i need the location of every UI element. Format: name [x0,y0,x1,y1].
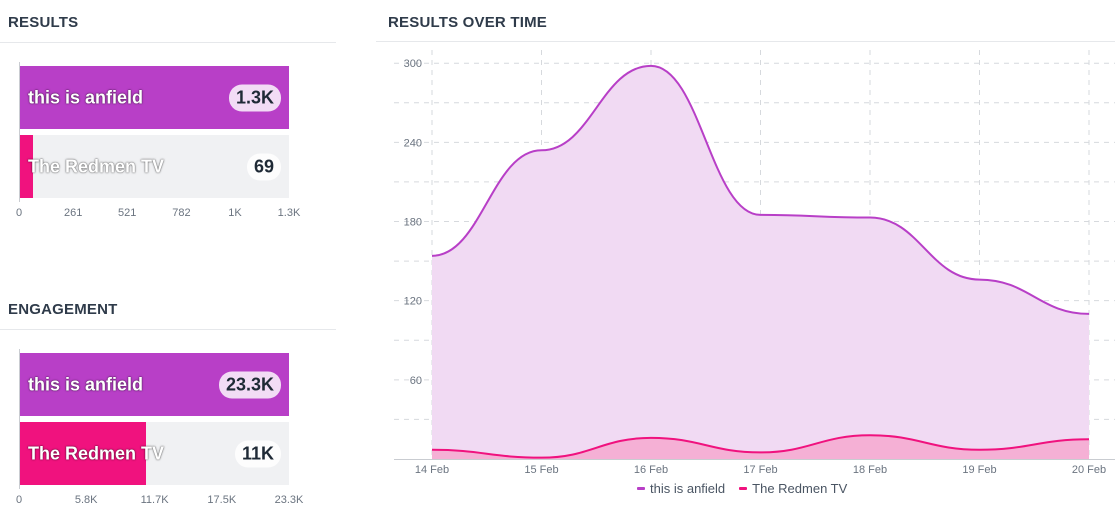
engagement-bar-value-anfield: 23.3K [218,371,281,398]
results-bar-row-redmen[interactable]: The Redmen TV 69 [19,135,289,198]
x-tick-label: 14 Feb [415,464,449,476]
engagement-tick-label: 0 [15,494,23,506]
x-tick-label: 15 Feb [524,464,558,476]
legend-item-redmen[interactable]: The Redmen TV [739,481,847,496]
results-tick-label: 0 [15,207,23,219]
over-time-divider [376,41,1115,42]
chart-legend: this is anfield The Redmen TV [637,481,847,496]
results-bar-label-anfield: this is anfield [28,87,144,107]
results-bar-label-redmen: The Redmen TV [28,156,165,176]
series-line-redmen [431,434,1090,459]
engagement-bar-row-redmen[interactable]: The Redmen TV 11K [19,422,289,485]
engagement-tick-label: 17.5K [207,494,237,506]
x-tick-label: 19 Feb [962,464,996,476]
y-tick-label: 60 [410,375,422,387]
engagement-axis-line [19,349,20,489]
engagement-bar-label-anfield: this is anfield [28,374,144,394]
results-tick-label: 1K [228,207,242,219]
results-tick-label: 261 [64,207,83,219]
y-tick-label: 180 [404,217,422,229]
results-bar-value-redmen: 69 [246,153,281,180]
results-divider [0,42,336,43]
engagement-divider [0,329,336,330]
engagement-bar-value-redmen: 11K [234,440,281,467]
results-over-time-title: RESULTS OVER TIME [388,14,547,31]
engagement-bar-row-anfield[interactable]: this is anfield 23.3K [19,353,289,416]
y-tick-label: 300 [404,58,422,70]
results-tick-label: 521 [118,207,137,219]
area-fill-redmen [432,435,1089,459]
engagement-bar-redmen [19,422,147,485]
engagement-tick-label: 5.8K [74,494,98,506]
legend-swatch-redmen [739,487,748,490]
area-fill-anfield [432,65,1089,459]
results-title: RESULTS [8,14,79,31]
legend-label-redmen: The Redmen TV [752,481,848,496]
engagement-tick-label: 23.3K [274,494,304,506]
results-tick-label: 782 [172,207,191,219]
results-bar-redmen [19,135,34,198]
legend-item-anfield[interactable]: this is anfield [637,481,725,496]
results-axis-line [19,62,20,202]
x-tick-label: 18 Feb [853,464,887,476]
results-tick-label: 1.3K [277,207,301,219]
y-tick-label: 240 [404,137,422,149]
x-tick-label: 20 Feb [1072,464,1106,476]
results-bar-row-anfield[interactable]: this is anfield 1.3K [19,66,289,129]
x-tick-label: 17 Feb [743,464,777,476]
engagement-title: ENGAGEMENT [8,301,118,318]
results-bar-value-anfield: 1.3K [228,84,281,111]
y-tick-label: 120 [404,296,422,308]
x-tick-label: 16 Feb [634,464,668,476]
legend-label-anfield: this is anfield [650,481,726,496]
series-line-anfield [431,64,1090,315]
engagement-bar-label-redmen: The Redmen TV [28,443,165,463]
legend-swatch-anfield [637,487,645,490]
engagement-tick-label: 11.7K [140,494,169,506]
